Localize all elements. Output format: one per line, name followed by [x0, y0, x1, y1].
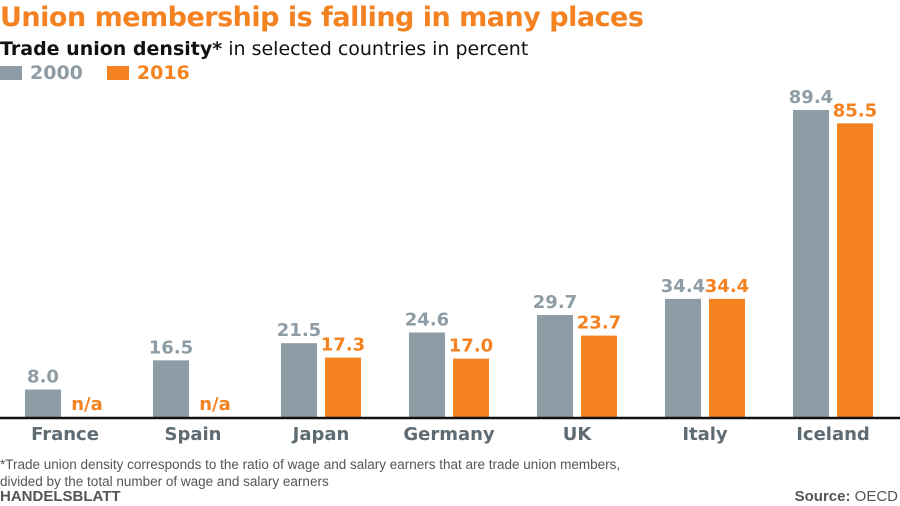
data-label-2016-uk: 23.7 — [577, 313, 621, 334]
data-label-2000-spain: 16.5 — [149, 337, 193, 358]
bar-2000-france — [25, 389, 61, 417]
brand-logo: HANDELSBLATT — [0, 488, 121, 505]
category-label-germany: Germany — [403, 424, 495, 445]
data-label-2000-italy: 34.4 — [661, 276, 705, 297]
bar-2016-italy — [709, 298, 745, 417]
data-label-2000-germany: 24.6 — [405, 310, 449, 331]
data-label-2016-italy: 34.4 — [705, 276, 749, 297]
bar-2000-germany — [409, 332, 445, 417]
bar-2000-spain — [153, 360, 189, 417]
chart-subtitle: Trade union density* in selected countri… — [0, 38, 528, 60]
legend-swatch-2000 — [0, 66, 22, 80]
legend: 2000 2016 — [0, 62, 190, 84]
source-label: Source: — [794, 488, 851, 505]
bar-2000-uk — [537, 315, 573, 417]
subtitle-bold: Trade union density* — [0, 38, 223, 60]
bar-2000-japan — [281, 343, 317, 417]
bar-2000-iceland — [793, 110, 829, 417]
data-label-2016-germany: 17.0 — [449, 336, 493, 357]
bar-2016-iceland — [837, 123, 873, 418]
legend-label-2000: 2000 — [30, 62, 83, 84]
footnote-line-2: divided by the total number of wage and … — [0, 474, 329, 489]
bar-2016-germany — [453, 358, 489, 417]
data-label-2016-iceland: 85.5 — [833, 100, 877, 121]
bar-2016-uk — [581, 335, 617, 417]
bar-2000-italy — [665, 298, 701, 417]
source-value: OECD — [850, 488, 898, 505]
data-label-2000-japan: 21.5 — [277, 320, 321, 341]
category-label-italy: Italy — [682, 424, 728, 445]
data-label-2016-spain: n/a — [199, 394, 231, 415]
footnote-line-1: *Trade union density corresponds to the … — [0, 457, 621, 472]
data-label-2000-france: 8.0 — [27, 367, 59, 388]
source: Source: OECD — [795, 488, 898, 505]
bar-2016-japan — [325, 357, 361, 417]
category-label-spain: Spain — [165, 424, 222, 445]
legend-swatch-2016 — [106, 66, 129, 80]
data-label-2016-france: n/a — [71, 394, 103, 415]
legend-label-2016: 2016 — [136, 62, 190, 84]
category-label-france: France — [31, 424, 99, 445]
legend-item-2000: 2000 — [0, 62, 83, 84]
category-label-iceland: Iceland — [796, 424, 870, 445]
data-label-2000-uk: 29.7 — [533, 292, 577, 313]
legend-item-2016: 2016 — [106, 62, 190, 84]
footnote: *Trade union density corresponds to the … — [0, 456, 620, 490]
data-label-2016-japan: 17.3 — [321, 335, 365, 356]
subtitle-rest: in selected countries in percent — [222, 38, 529, 60]
category-label-uk: UK — [563, 424, 593, 445]
category-label-japan: Japan — [291, 424, 350, 445]
data-label-2000-iceland: 89.4 — [789, 87, 833, 108]
chart-title: Union membership is falling in many plac… — [0, 2, 644, 33]
